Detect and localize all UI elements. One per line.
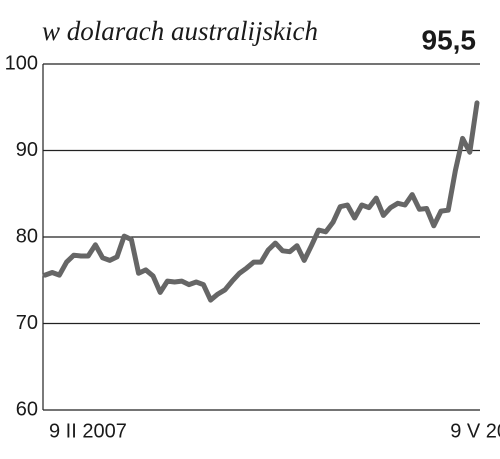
chart-title: w dolarach australijskich	[42, 16, 318, 46]
y-tick-label: 60	[16, 398, 38, 420]
x-tick-label: 9 II 2007	[49, 420, 127, 442]
x-tick-label: 9 V 2007 r.	[450, 420, 500, 442]
last-value-annotation: 95,5	[422, 24, 477, 55]
y-tick-label: 100	[5, 52, 38, 74]
y-tick-label: 90	[16, 139, 38, 161]
price-line	[42, 100, 480, 303]
y-tick-label: 80	[16, 225, 38, 247]
y-tick-label: 70	[16, 312, 38, 334]
